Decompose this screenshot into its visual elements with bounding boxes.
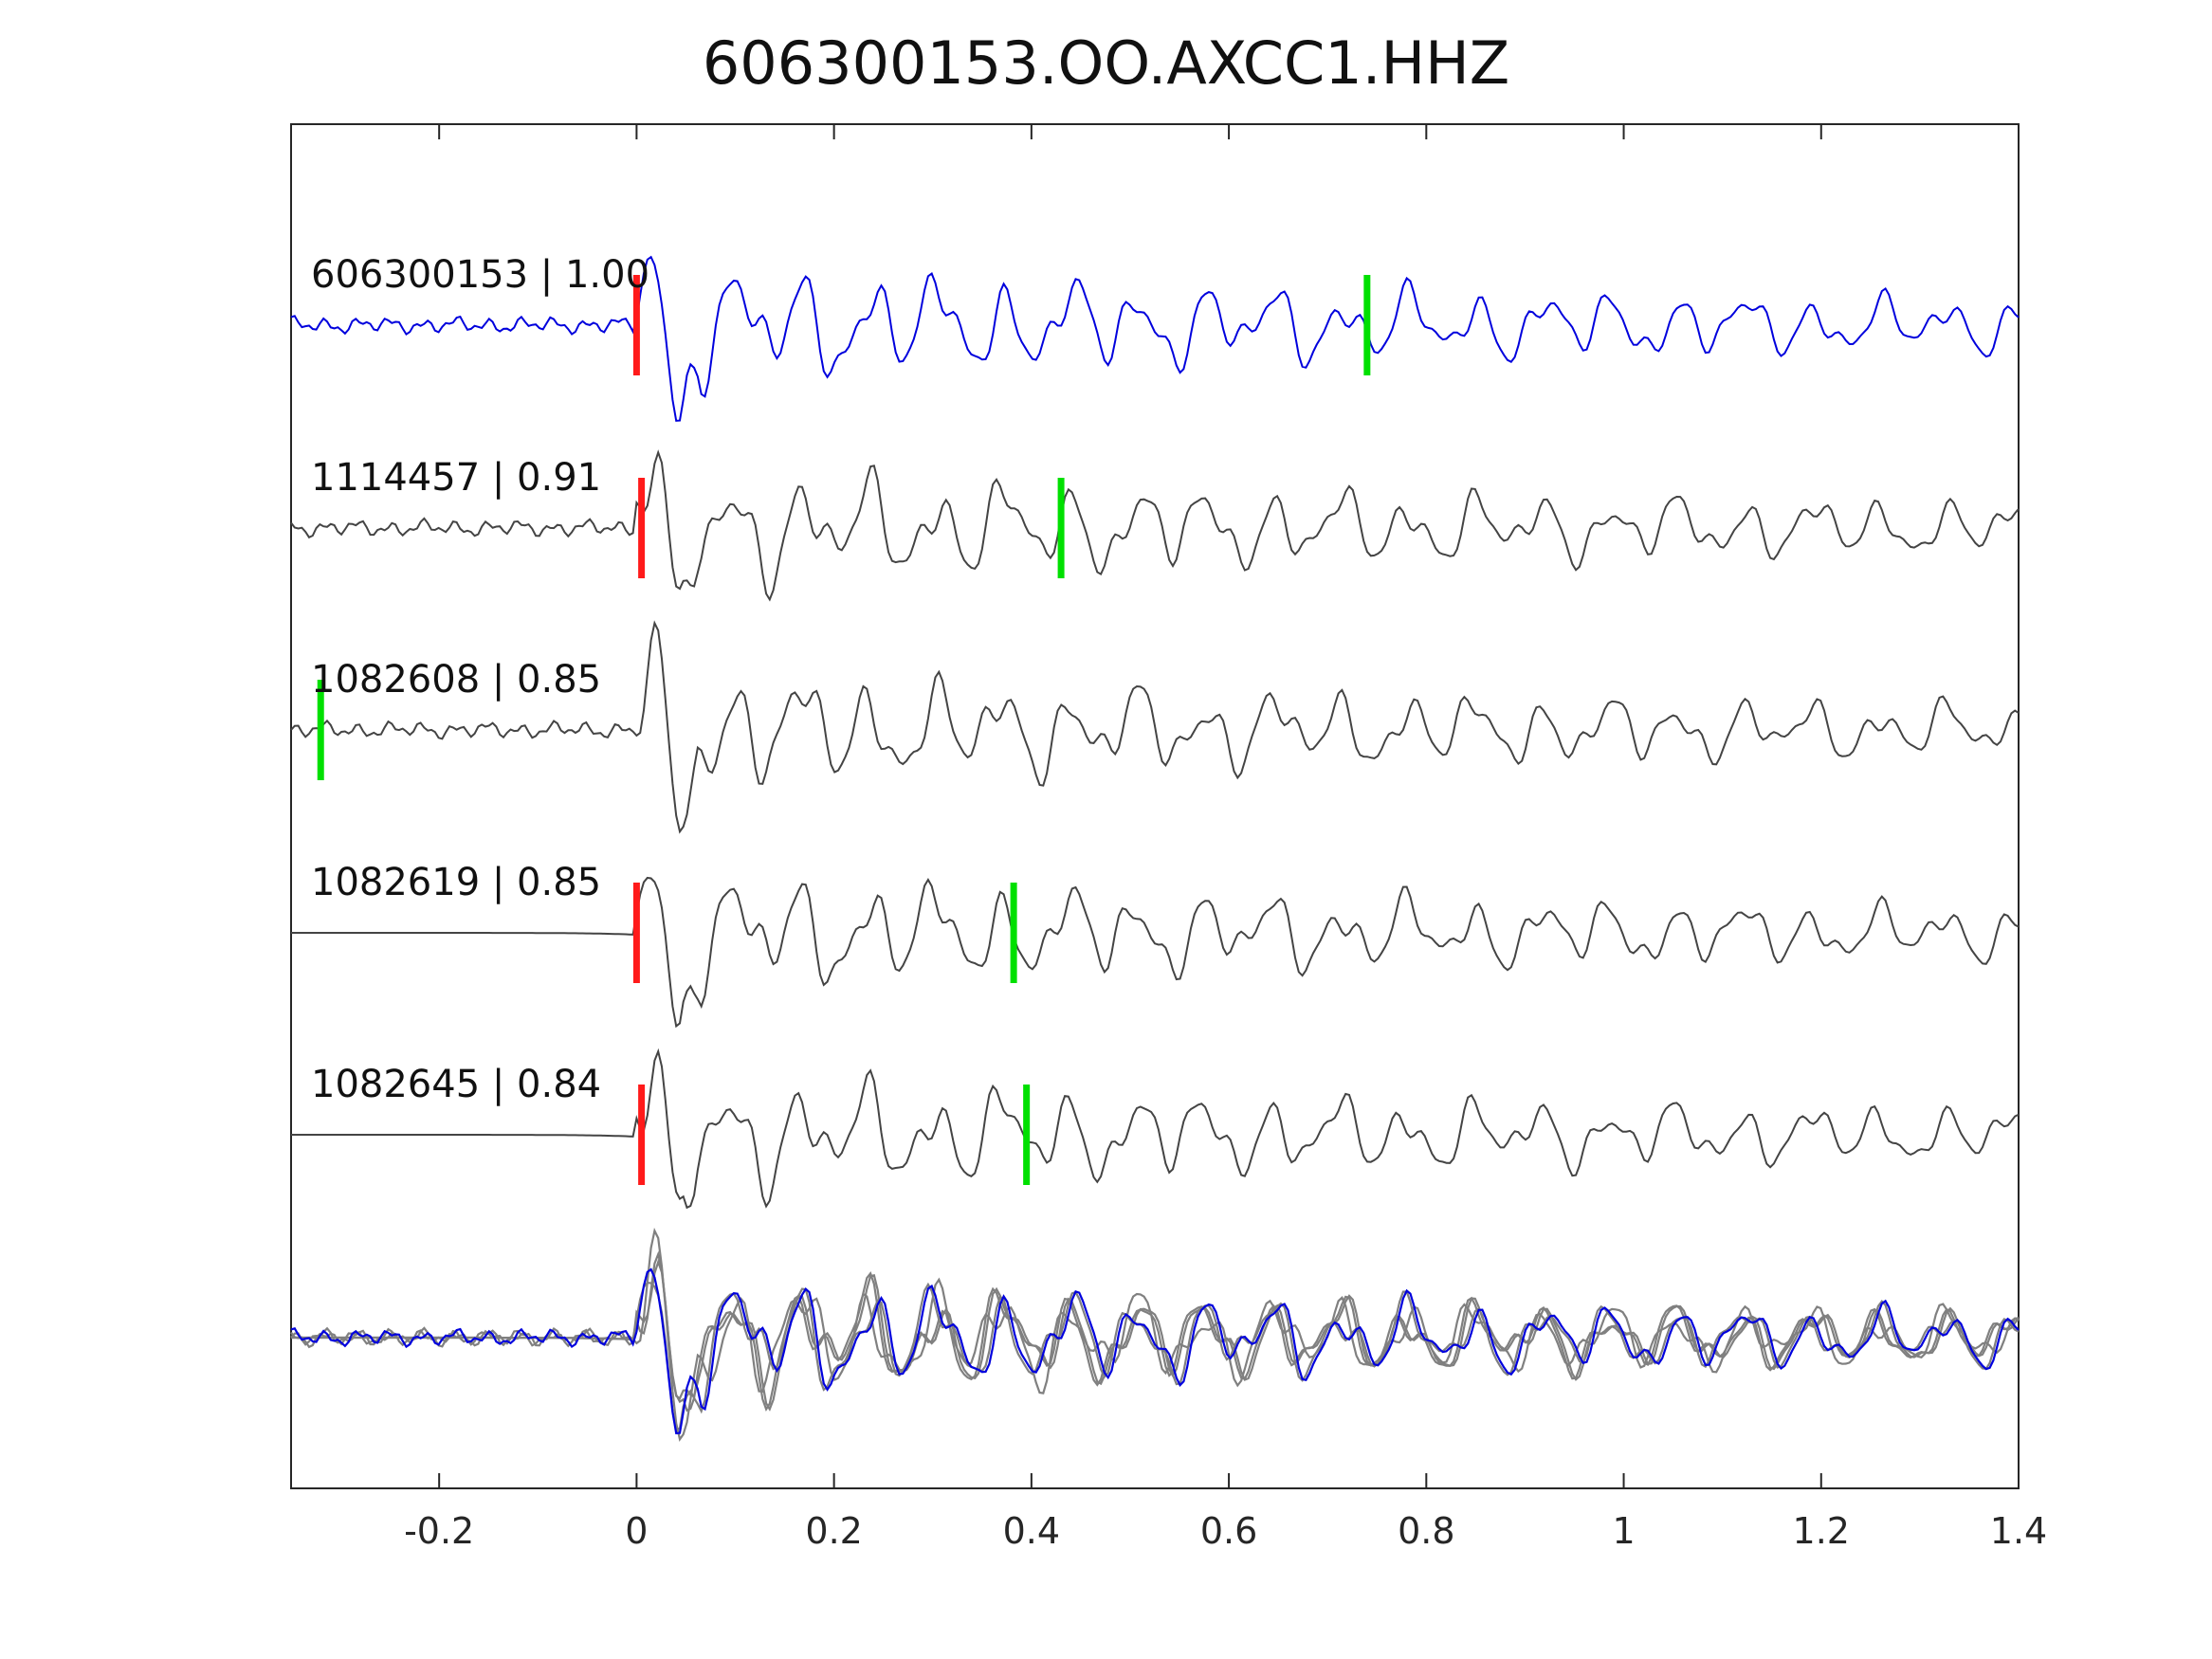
- x-tick-label: 0.2: [805, 1510, 862, 1552]
- x-tick-label: -0.2: [404, 1510, 474, 1552]
- trace-label-1082608: 1082608 | 0.85: [311, 658, 601, 702]
- x-tick-label: 0.8: [1398, 1510, 1454, 1552]
- overlay-line-606300153: [290, 1267, 2020, 1434]
- overlay-line-1082619: [291, 1281, 2020, 1433]
- trace-group: [290, 255, 2020, 1210]
- x-tick-label: 1.4: [1990, 1510, 2047, 1552]
- x-axis: -0.2 0 0.2 0.4 0.6 0.8 1 1.2 1.4: [404, 124, 2047, 1552]
- x-tick-label: 1: [1612, 1510, 1635, 1552]
- plot-area-frame: [290, 123, 2020, 1489]
- chart-title: 606300153.OO.AXCC1.HHZ: [702, 28, 1510, 98]
- x-tick-label: 0: [625, 1510, 648, 1552]
- overlay-group: [290, 1227, 2020, 1442]
- trace-label-1114457: 1114457 | 0.91: [311, 456, 601, 500]
- trace-label-606300153: 606300153 | 1.00: [311, 253, 649, 297]
- trace-line-606300153: [290, 255, 2020, 422]
- trace-line-1082619: [291, 876, 2020, 1029]
- overlay-line-1082608: [290, 1227, 2020, 1442]
- trace-line-1114457: [290, 449, 2020, 602]
- trace-labels: 606300153 | 1.00 1114457 | 0.91 1082608 | …: [311, 253, 649, 1106]
- trace-line-1082645: [291, 1048, 2020, 1210]
- pick-markers: [317, 275, 1371, 1185]
- x-tick-label: 0.6: [1200, 1510, 1257, 1552]
- trace-label-1082645: 1082645 | 0.84: [311, 1063, 601, 1106]
- trace-label-1082619: 1082619 | 0.85: [311, 861, 601, 904]
- x-tick-label: 1.2: [1793, 1510, 1850, 1552]
- x-tick-label: 0.4: [1003, 1510, 1060, 1552]
- trace-line-1082608: [290, 620, 2020, 834]
